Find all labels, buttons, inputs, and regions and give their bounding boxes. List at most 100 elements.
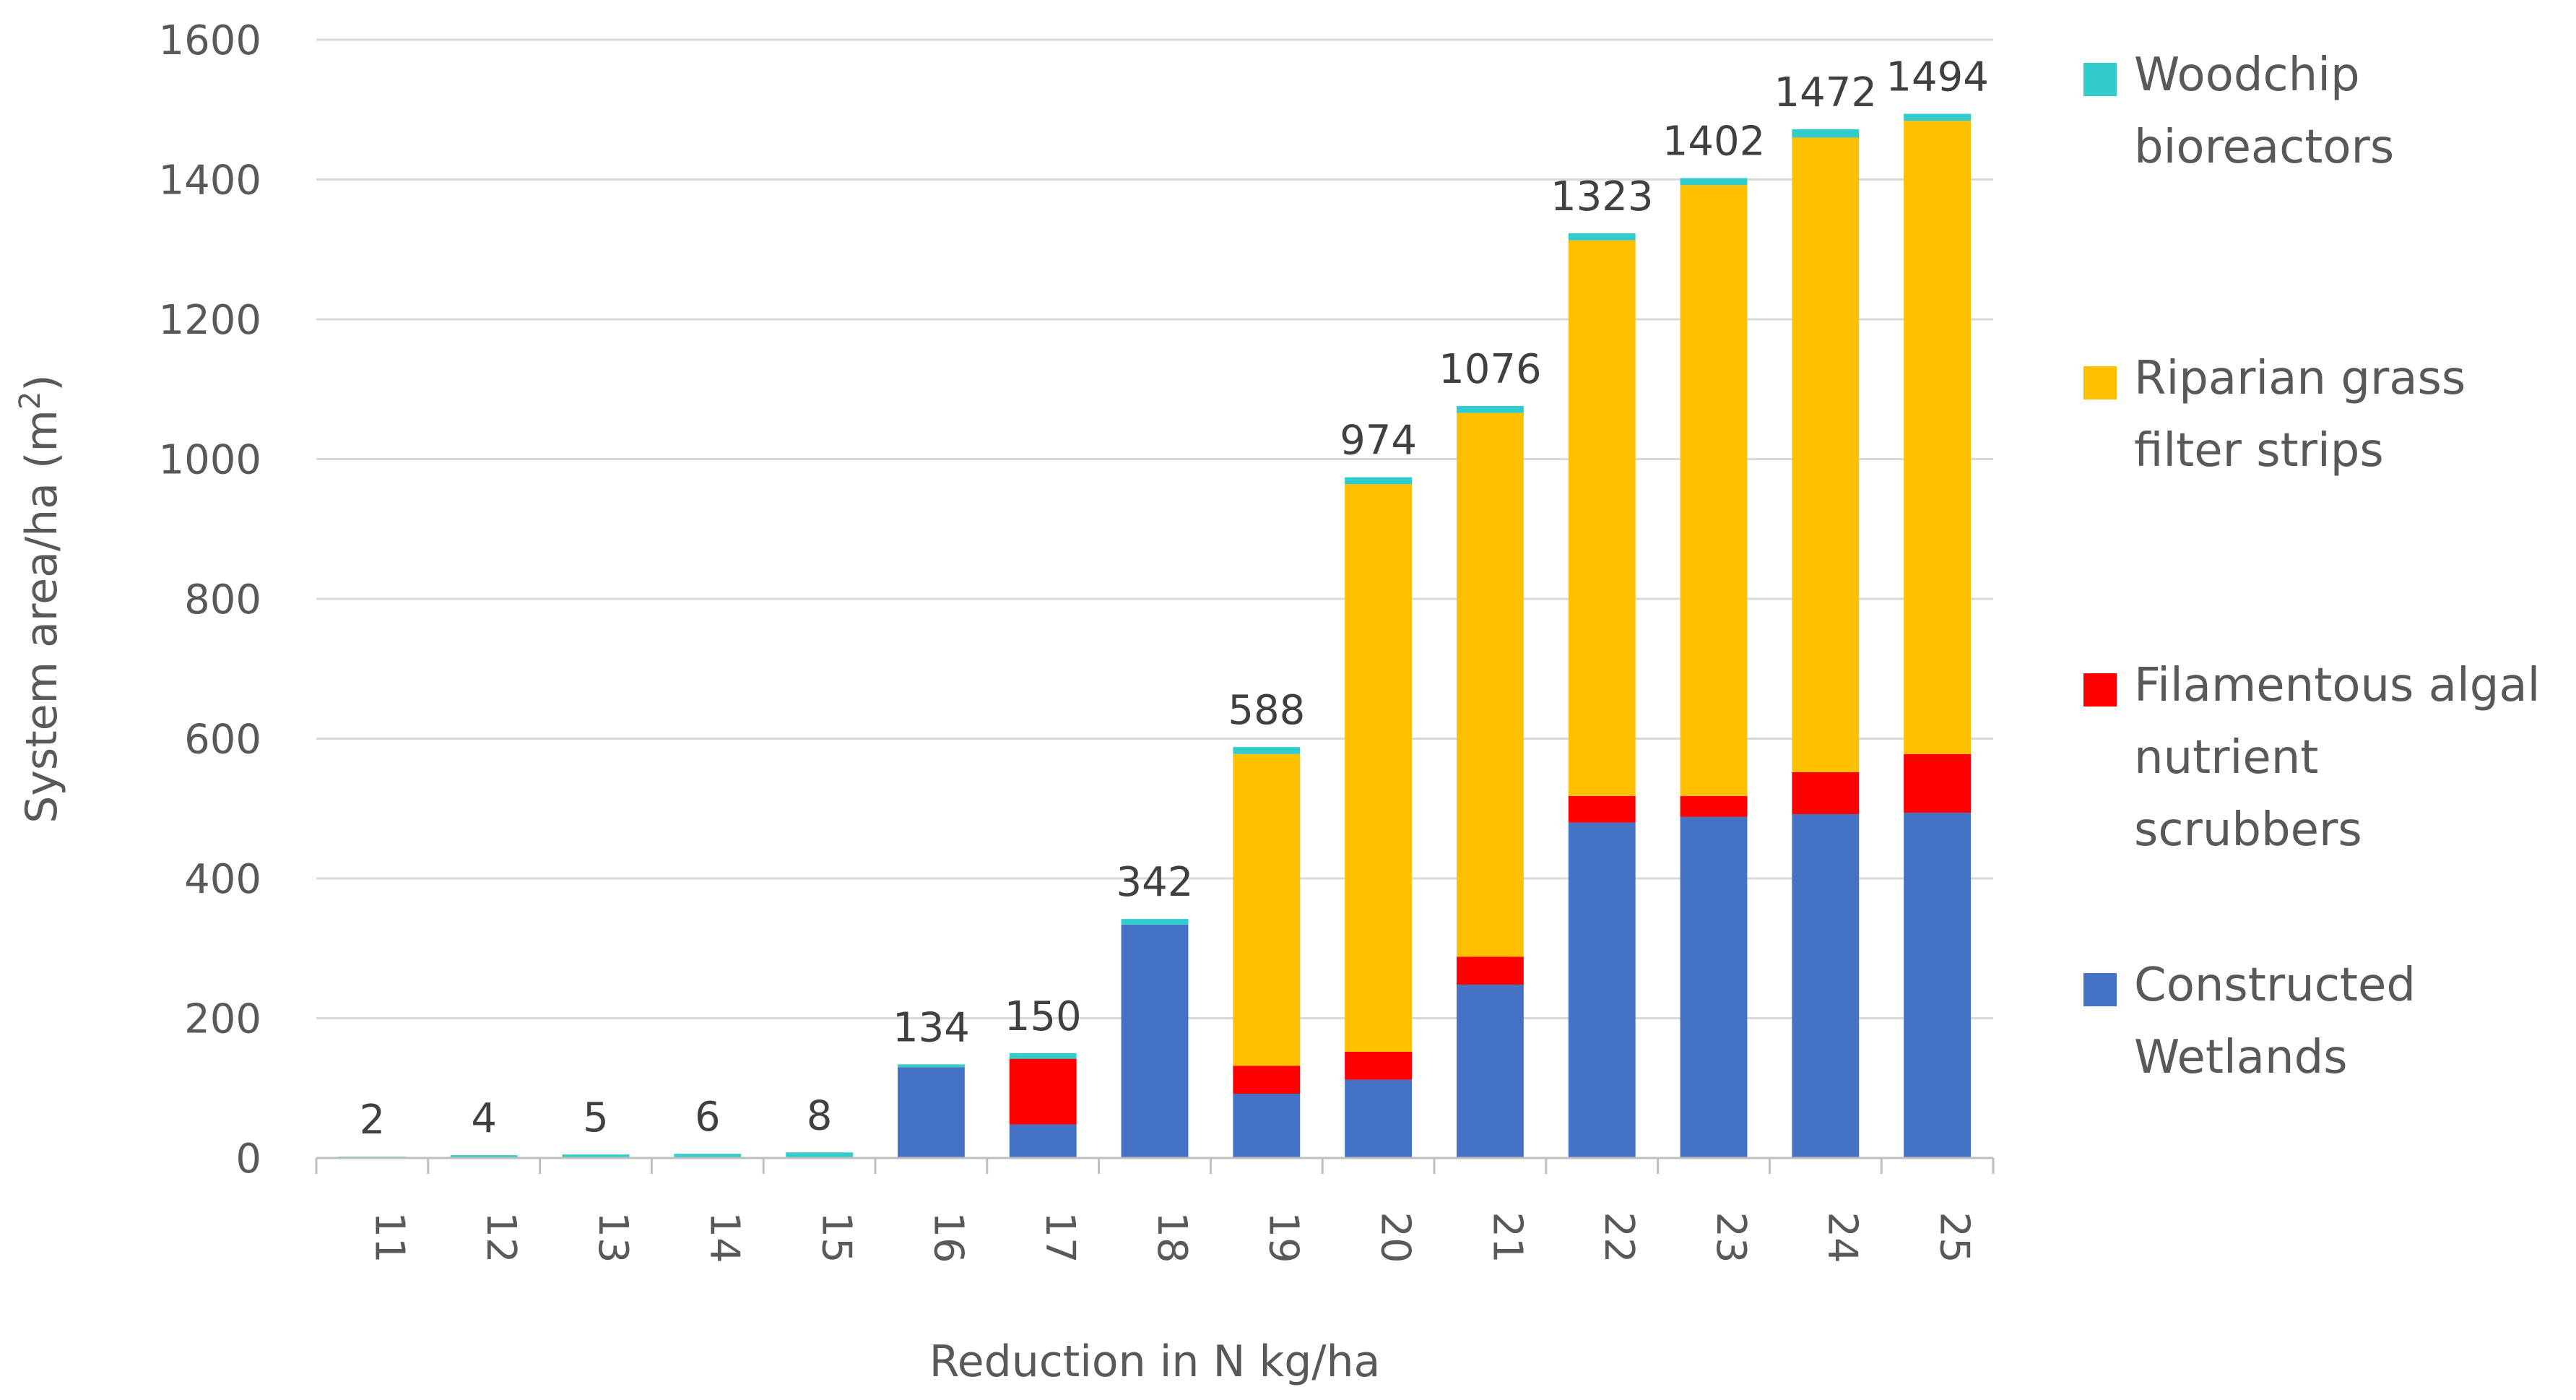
legend-label: nutrient [2134, 731, 2318, 785]
bars [338, 113, 1972, 1158]
bar-segment [1456, 985, 1524, 1158]
legend-label: filter strips [2134, 424, 2384, 478]
bar-segment [1904, 753, 1972, 813]
x-tick-label: 21 [1483, 1211, 1530, 1263]
x-tick-label: 17 [1036, 1211, 1083, 1263]
x-tick-label: 20 [1371, 1211, 1418, 1263]
bar-segment [897, 1067, 965, 1158]
x-tick-label: 16 [924, 1211, 971, 1263]
bar-segment [1568, 822, 1636, 1158]
legend-swatch [2083, 973, 2117, 1006]
bar-segment [1456, 405, 1524, 413]
legend-label: Filamentous algal [2134, 659, 2540, 712]
y-tick-label: 1600 [158, 17, 261, 64]
x-axis-title: Reduction in N kg/ha [929, 1336, 1381, 1387]
data-label-total: 2 [360, 1097, 386, 1144]
y-axis-title-superscript: 2 [14, 392, 47, 410]
data-label-total: 5 [583, 1094, 609, 1141]
legend-swatch [2083, 366, 2117, 399]
legend-label: Constructed [2134, 959, 2416, 1012]
x-tick-label: 11 [365, 1211, 412, 1263]
y-tick-label: 1400 [158, 157, 261, 204]
y-tick-label: 1200 [158, 297, 261, 344]
bar-segment [1233, 753, 1301, 1066]
bar-segment [1792, 137, 1860, 772]
bar-segment [1233, 1093, 1301, 1158]
data-label-total: 6 [695, 1094, 721, 1141]
x-tick-label: 14 [701, 1211, 748, 1263]
data-label-total: 8 [807, 1092, 833, 1139]
data-label-total: 342 [1116, 859, 1194, 906]
bar-segment [1345, 477, 1413, 485]
bar-segment [1680, 795, 1748, 817]
y-axis-title: System area/ha (m2) [14, 374, 67, 823]
y-tick-label: 200 [184, 996, 261, 1043]
data-label-total: 1402 [1662, 118, 1766, 165]
x-tick-label: 22 [1595, 1211, 1642, 1263]
bar-segment [562, 1154, 630, 1158]
bar-segment [1904, 813, 1972, 1158]
y-axis-title-main: System area/ha (m [17, 410, 67, 824]
bar-segment [897, 1064, 965, 1068]
bar-segment [786, 1152, 854, 1158]
x-tick-label: 24 [1819, 1211, 1866, 1263]
data-label-total: 1076 [1439, 346, 1542, 393]
bar-segment [1792, 772, 1860, 814]
axes: 0 200 400 600 800 1000 1200 1400 1600 11 12 13 14 15 1… [158, 17, 1995, 1263]
legend-label: scrubbers [2134, 803, 2362, 857]
x-tick-label: 18 [1148, 1211, 1195, 1263]
bar-segment [1680, 816, 1748, 1158]
y-tick-label: 0 [235, 1136, 261, 1183]
y-tick-label: 600 [184, 717, 261, 764]
x-tick-label: 19 [1260, 1211, 1307, 1263]
bar-segment [1345, 484, 1413, 1052]
data-label-total: 1323 [1551, 173, 1654, 220]
bar-segment [1680, 185, 1748, 796]
y-tick-label: 1000 [158, 437, 261, 484]
bar-segment [1792, 129, 1860, 138]
bar-segment [1568, 795, 1636, 823]
legend-swatch [2083, 673, 2117, 707]
bar-segment [1345, 1079, 1413, 1158]
bar-segment [1568, 233, 1636, 241]
legend-label: bioreactors [2134, 121, 2394, 174]
bar-segment [1233, 1066, 1301, 1094]
legend-label: Wetlands [2134, 1031, 2348, 1084]
data-label-total: 150 [1005, 993, 1082, 1040]
legend-label: Riparian grass [2134, 352, 2466, 405]
bar-segment [1345, 1051, 1413, 1080]
legend-label: Woodchip [2134, 48, 2360, 102]
bar-segment [1233, 747, 1301, 754]
bar-segment [1568, 240, 1636, 796]
bar-segment [1904, 121, 1972, 754]
legend: Woodchip bioreactors Riparian grass filter … [2083, 48, 2540, 1084]
data-label-total: 134 [893, 1004, 970, 1051]
data-label-total: 1472 [1774, 69, 1878, 116]
bar-segment [1792, 813, 1860, 1158]
data-label-total: 974 [1340, 418, 1417, 464]
bar-segment [1456, 956, 1524, 985]
y-axis-title-end: ) [17, 374, 67, 391]
bar-segment [1904, 113, 1972, 121]
bar-segment [1009, 1058, 1077, 1125]
bar-segment [450, 1155, 518, 1158]
x-tick-label: 12 [477, 1211, 524, 1263]
x-tick-label: 23 [1707, 1211, 1754, 1263]
bar-segment [1009, 1124, 1077, 1158]
bar-segment [674, 1154, 742, 1158]
data-label-total: 588 [1228, 687, 1305, 734]
x-tick-label: 25 [1930, 1211, 1977, 1263]
bar-segment [1121, 919, 1189, 925]
gridlines [316, 38, 1993, 1019]
bar-segment [1456, 412, 1524, 957]
y-tick-label: 400 [184, 856, 261, 903]
data-label-total: 4 [471, 1095, 497, 1142]
bar-segment [1680, 178, 1748, 186]
bar-segment [1009, 1053, 1077, 1059]
x-tick-label: 13 [589, 1211, 636, 1263]
data-label-total: 1494 [1886, 54, 1989, 101]
x-tick-label: 15 [812, 1211, 859, 1263]
legend-swatch [2083, 63, 2117, 96]
